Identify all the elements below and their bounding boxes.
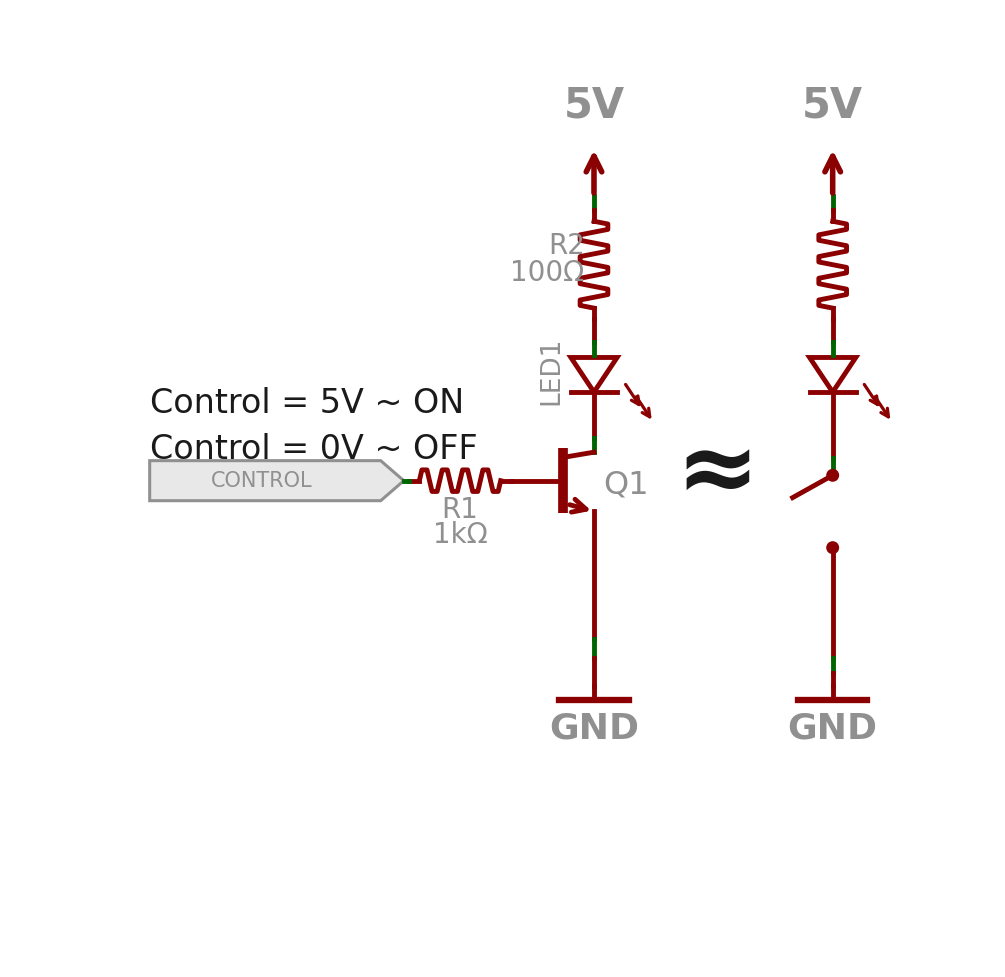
- Text: Control = 5V ~ ON: Control = 5V ~ ON: [150, 387, 464, 420]
- Text: Control = 0V ~ OFF: Control = 0V ~ OFF: [150, 434, 477, 466]
- Text: GND: GND: [549, 711, 639, 745]
- Polygon shape: [150, 461, 404, 500]
- Circle shape: [827, 470, 838, 481]
- Text: 5V: 5V: [564, 84, 624, 126]
- Text: 5V: 5V: [802, 84, 863, 126]
- Text: R2: R2: [548, 232, 585, 260]
- Text: ≈: ≈: [675, 424, 759, 522]
- Text: 1kΩ: 1kΩ: [432, 521, 487, 549]
- Text: 100Ω: 100Ω: [511, 259, 585, 287]
- Circle shape: [827, 542, 838, 553]
- Text: R1: R1: [441, 496, 478, 524]
- Text: GND: GND: [788, 711, 877, 745]
- Text: LED1: LED1: [539, 337, 565, 405]
- Text: CONTROL: CONTROL: [210, 471, 313, 490]
- Text: Q1: Q1: [603, 469, 649, 500]
